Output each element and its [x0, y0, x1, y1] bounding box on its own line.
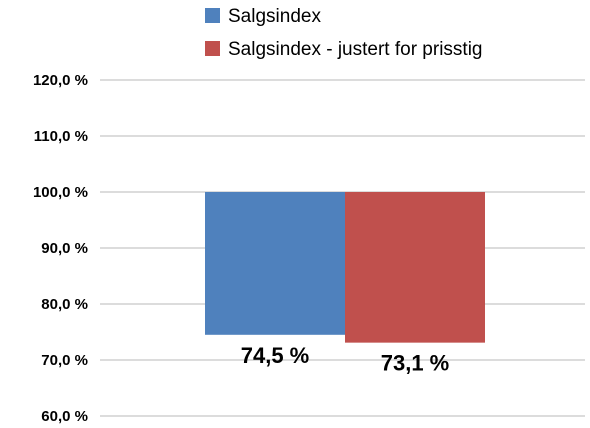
- y-tick-label-5: 110,0 %: [34, 128, 88, 145]
- bar-2: [345, 192, 485, 343]
- legend-label-2: Salgsindex - justert for prisstig: [228, 39, 483, 60]
- y-tick-label-2: 80,0 %: [41, 296, 88, 313]
- y-tick-label-4: 100,0 %: [33, 184, 88, 201]
- y-tick-label-6: 120,0 %: [33, 72, 88, 89]
- legend-swatch-2: [205, 41, 220, 56]
- y-tick-label-0: 60,0 %: [41, 408, 88, 425]
- legend-swatch-1: [205, 8, 220, 23]
- y-axis: 60,0 % 70,0 % 80,0 % 90,0 % 100,0 % 110,0 % 12…: [33, 72, 88, 425]
- bar-1: [205, 192, 345, 335]
- legend-label-1: Salgsindex: [228, 6, 321, 27]
- data-label-1: 74,5 %: [241, 343, 310, 368]
- data-labels: 74,5 % 73,1 %: [241, 343, 450, 376]
- legend: Salgsindex Salgsindex - justert for priss…: [205, 6, 483, 60]
- y-tick-label-3: 90,0 %: [41, 240, 88, 257]
- bars: [205, 192, 485, 343]
- y-tick-label-1: 70,0 %: [41, 352, 88, 369]
- data-label-2: 73,1 %: [381, 351, 450, 376]
